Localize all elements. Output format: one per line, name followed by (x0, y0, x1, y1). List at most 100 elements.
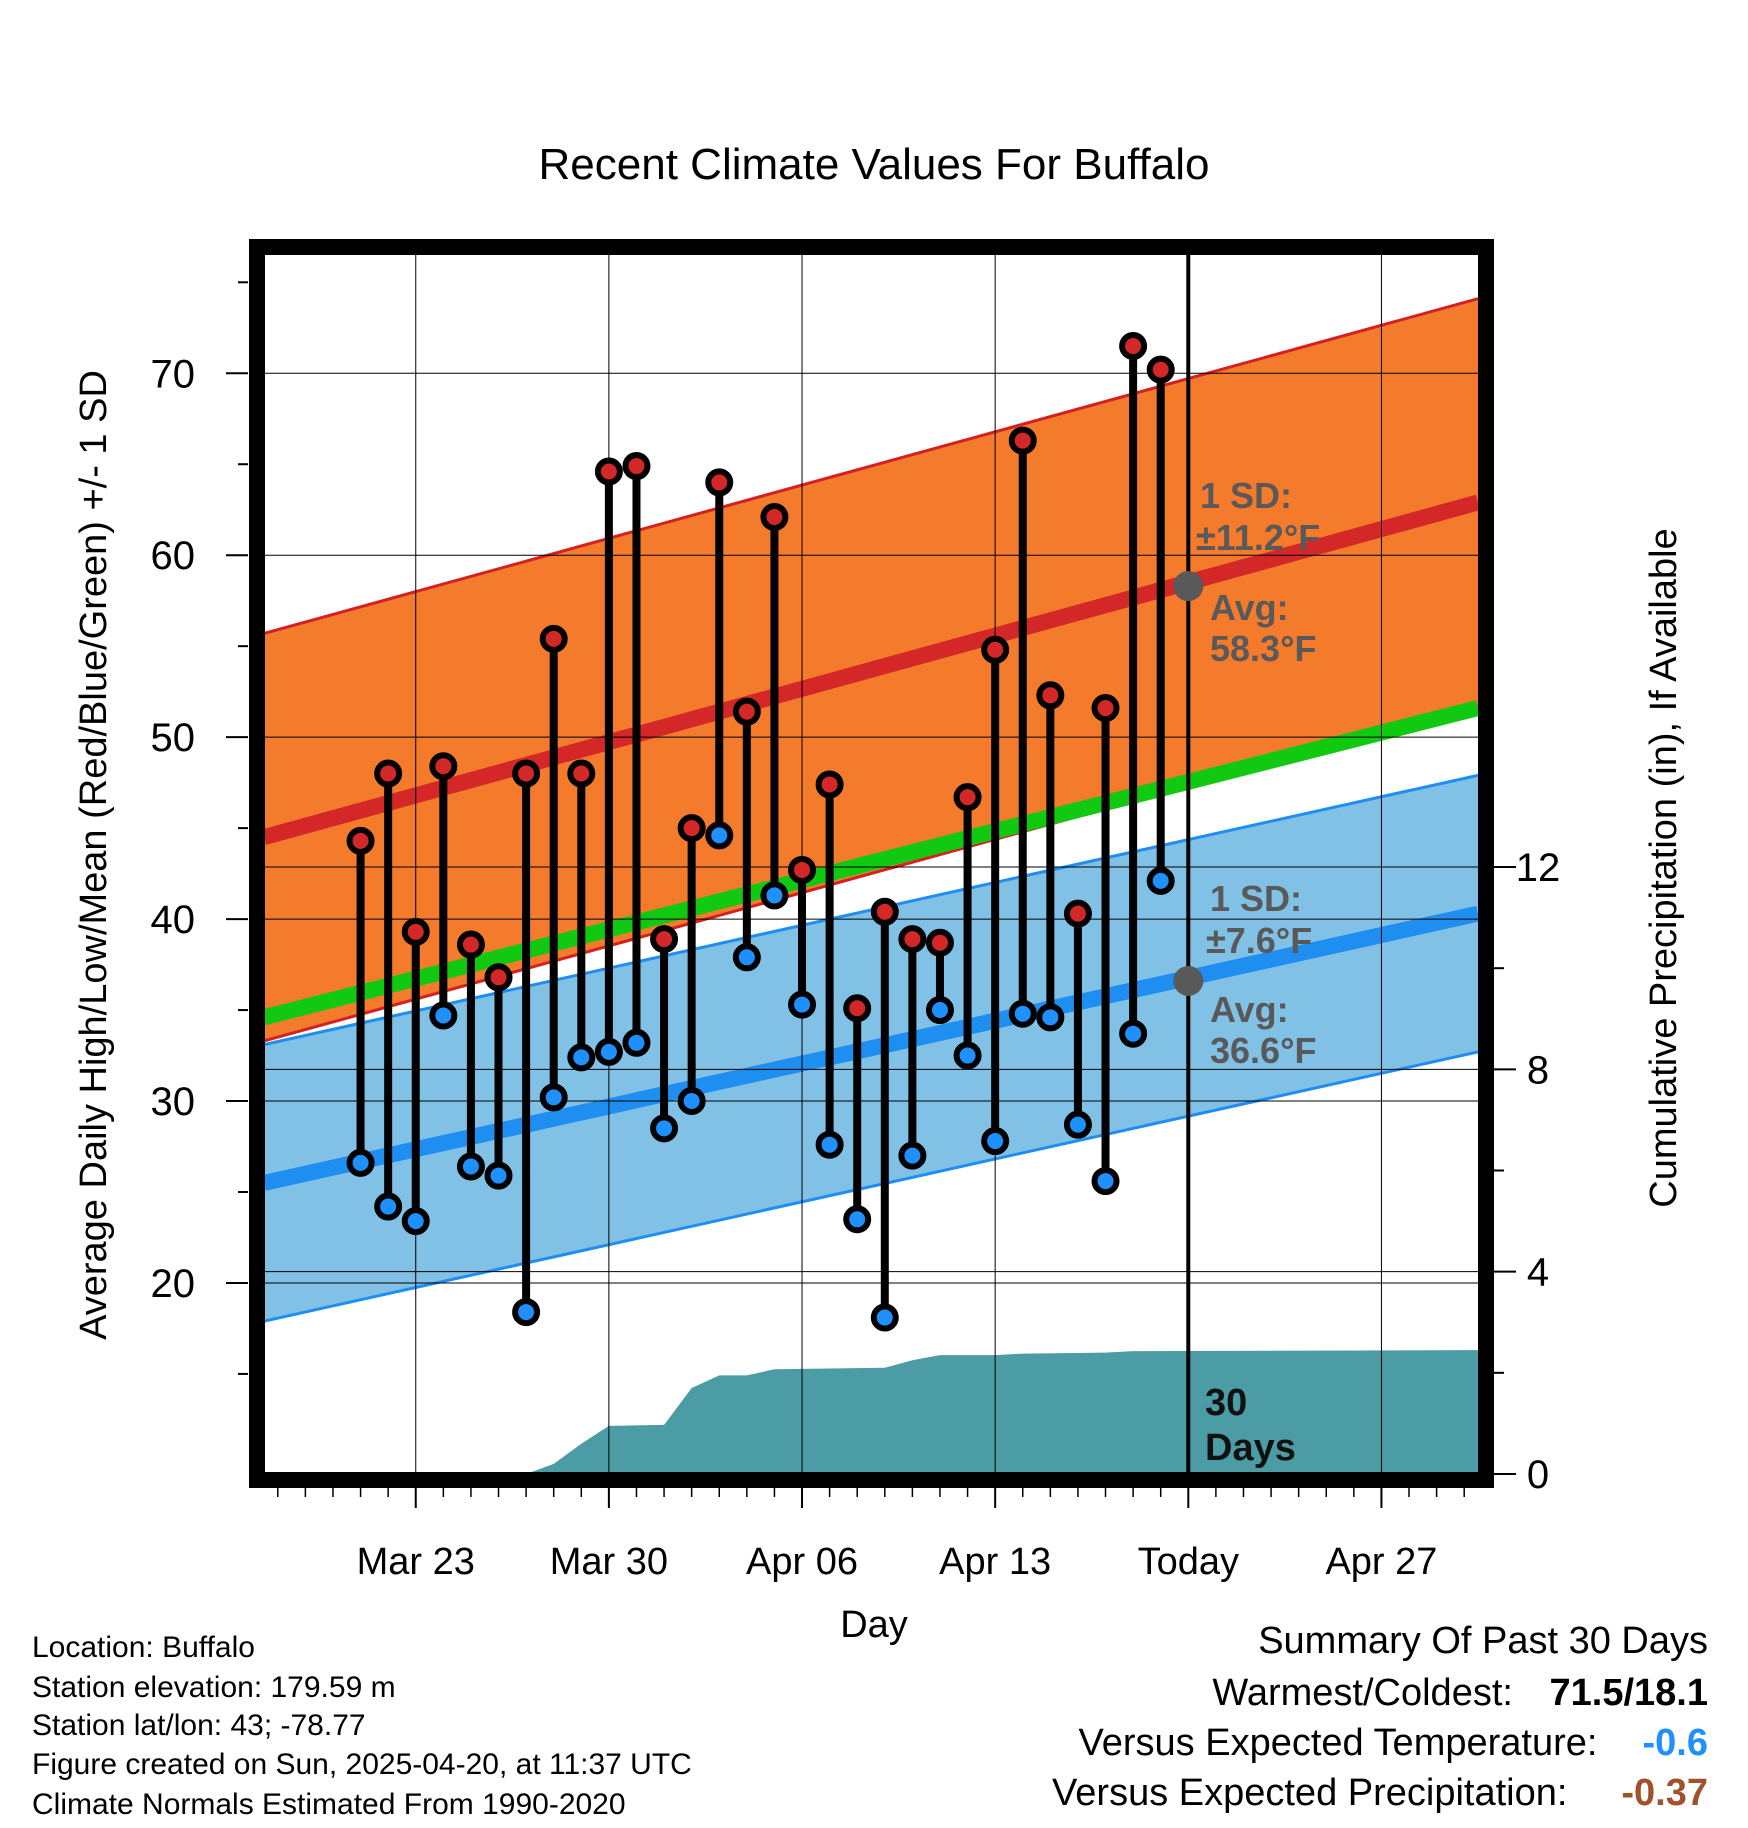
precip-area (264, 1350, 1478, 1474)
low-temp-point (788, 990, 817, 1019)
high-temp-point (788, 855, 817, 884)
low-avg-value: 36.6°F (1210, 1030, 1316, 1071)
window-annotation: 30 Days (1205, 1382, 1296, 1469)
low-avg-label: Avg: (1210, 989, 1289, 1030)
low-temp-point (870, 1303, 899, 1332)
axes-layer: 20 30 40 50 60 70 0 4 8 12 Mar 23 Mar 30 Apr 06 Apr 1… (151, 281, 1561, 1583)
low-temp-point (622, 1028, 651, 1057)
y-axis-right-label: Cumulative Precipitation (in), If Availa… (1643, 528, 1685, 1207)
normals-layer (261, 297, 1481, 1323)
low-temp-point (429, 1001, 458, 1030)
low-temp-point (1036, 1003, 1065, 1032)
low-temp-point (1008, 999, 1037, 1028)
warmest-row: Warmest/Coldest: 71.5/18.1 (1212, 1672, 1708, 1715)
high-temp-point (1091, 694, 1120, 723)
low-temp-point (539, 1083, 568, 1112)
low-sd-annotation: 1 SD: ±7.6°F Avg: 36.6°F (1206, 878, 1316, 1071)
high-avg-value: 58.3°F (1210, 628, 1316, 669)
x-tick-label: Apr 06 (746, 1541, 858, 1583)
annotation-layer (1173, 571, 1204, 996)
plot-frame (249, 239, 1494, 1488)
precip-value: -0.37 (1621, 1772, 1708, 1814)
high-temp-point (843, 994, 872, 1023)
high-temp-point (1036, 681, 1065, 710)
low-temp-point (1063, 1110, 1092, 1139)
high-avg-label: Avg: (1210, 587, 1289, 628)
low-temp-point (677, 1087, 706, 1116)
high-temp-point (760, 502, 789, 531)
y-right-tick-label: 0 (1527, 1453, 1549, 1497)
high-temp-point (1146, 355, 1175, 384)
summary-title: Summary Of Past 30 Days (1258, 1620, 1708, 1662)
high-temp-point (732, 697, 761, 726)
high-sd-annotation: 1 SD: ±11.2°F Avg: 58.3°F (1196, 475, 1320, 669)
warmest-value: 71.5/18.1 (1549, 1672, 1708, 1714)
low-temp-point (567, 1043, 596, 1072)
low-temp-point (981, 1127, 1010, 1156)
high-temp-point (374, 759, 403, 788)
low-temp-point (484, 1161, 513, 1190)
low-temp-point (815, 1130, 844, 1159)
low-temp-point (732, 943, 761, 972)
high-temp-point (898, 925, 927, 954)
window-days-word: Days (1205, 1427, 1296, 1469)
temp-value: -0.6 (1642, 1722, 1708, 1764)
low-temp-point (953, 1041, 982, 1070)
x-tick-label: Apr 27 (1325, 1541, 1437, 1583)
high-temp-point (594, 457, 623, 486)
x-axis-label: Day (840, 1604, 908, 1646)
y-axis-left-label: Average Daily High/Low/Mean (Red/Blue/Gr… (73, 370, 115, 1340)
low-temp-point (456, 1152, 485, 1181)
high-temp-point (484, 963, 513, 992)
high-temp-point (705, 468, 734, 497)
precip-row: Versus Expected Precipitation: -0.37 (1052, 1772, 1708, 1815)
high-temp-point (539, 624, 568, 653)
low-temp-point (1091, 1167, 1120, 1196)
y-left-tick-label: 40 (151, 898, 196, 942)
warmest-label: Warmest/Coldest: (1212, 1672, 1513, 1714)
high-temp-point (981, 635, 1010, 664)
chart-title: Recent Climate Values For Buffalo (539, 140, 1210, 189)
y-left-tick-label: 20 (151, 1262, 196, 1306)
high-temp-point (429, 752, 458, 781)
high-temp-point (346, 826, 375, 855)
high-temp-point (677, 814, 706, 843)
temp-row: Versus Expected Temperature: -0.6 (1079, 1722, 1708, 1765)
x-tick-label: Apr 13 (939, 1541, 1051, 1583)
high-temp-point (512, 759, 541, 788)
y-right-tick-label: 8 (1527, 1048, 1549, 1092)
low-temp-point (843, 1205, 872, 1234)
low-sd-value: ±7.6°F (1206, 920, 1312, 961)
high-temp-point (870, 897, 899, 926)
y-left-tick-label: 50 (151, 716, 196, 760)
high-temp-point (1063, 899, 1092, 928)
temp-label: Versus Expected Temperature: (1078, 1722, 1598, 1764)
low-temp-point (650, 1114, 679, 1143)
y-left-tick-label: 70 (151, 352, 196, 396)
low-average-line (262, 905, 1480, 1191)
low-band-lower-edge (263, 1050, 1479, 1323)
normals-text: Climate Normals Estimated From 1990-2020 (32, 1788, 626, 1821)
latlon-text: Station lat/lon: 43; -78.77 (32, 1709, 366, 1742)
high-temp-point (953, 783, 982, 812)
high-temp-point (925, 928, 954, 957)
low-temp-point (512, 1298, 541, 1327)
low-temp-point (1119, 1019, 1148, 1048)
precip-layer (264, 1350, 1478, 1474)
x-tick-label: Mar 30 (550, 1541, 668, 1583)
high-temp-point (1119, 331, 1148, 360)
elevation-text: Station elevation: 179.59 m (32, 1671, 396, 1704)
x-tick-label: Today (1138, 1541, 1239, 1583)
low-temp-point (705, 821, 734, 850)
high-temp-point (401, 917, 430, 946)
today-low-avg-marker (1173, 965, 1204, 996)
frame-layer (249, 239, 1494, 1488)
low-temp-point (374, 1192, 403, 1221)
high-temp-point (650, 925, 679, 954)
y-right-tick-label: 4 (1527, 1251, 1549, 1295)
high-temp-point (1008, 426, 1037, 455)
low-temp-point (898, 1141, 927, 1170)
y-right-tick-label: 12 (1516, 846, 1561, 890)
low-temp-point (925, 996, 954, 1025)
